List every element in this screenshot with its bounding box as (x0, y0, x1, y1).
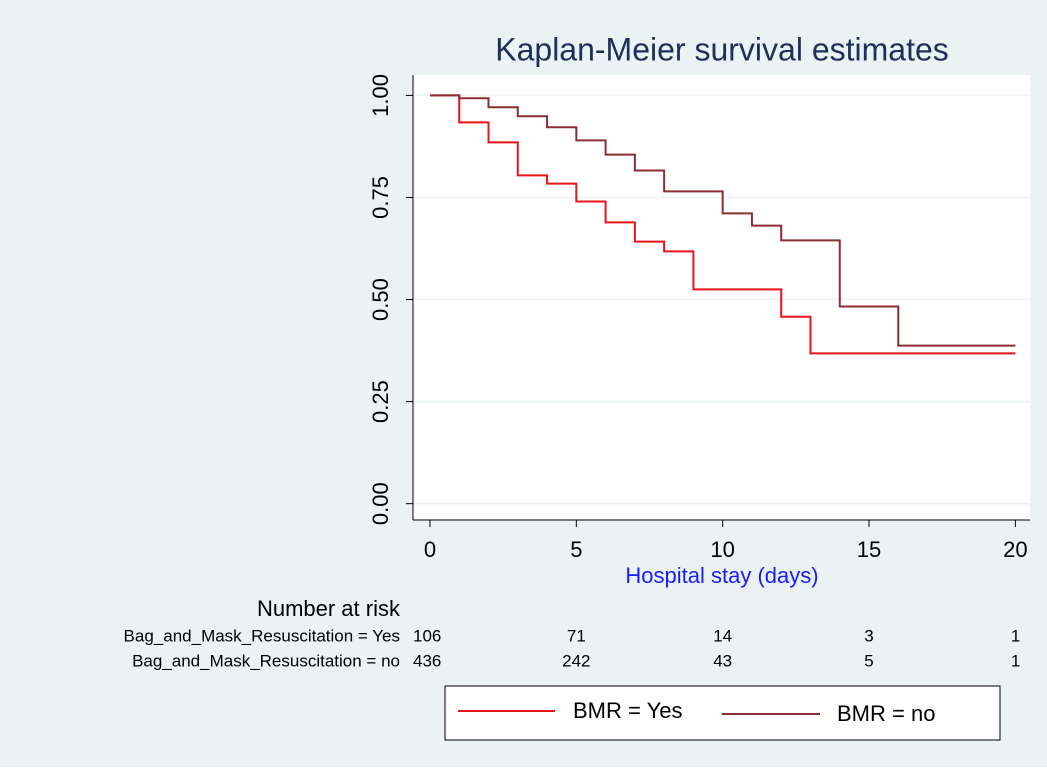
y-tick-label: 1.00 (368, 74, 393, 117)
legend-label: BMR = Yes (573, 698, 682, 723)
x-tick-label: 10 (710, 537, 734, 562)
risk-count: 71 (567, 626, 586, 645)
risk-count: 106 (413, 626, 441, 645)
y-tick-label: 0.25 (368, 380, 393, 423)
legend-label: BMR = no (837, 701, 935, 726)
survival-curve (429, 94, 1016, 347)
legend (444, 685, 1001, 741)
y-tick-label: 0.75 (368, 176, 393, 219)
x-tick-label: 0 (424, 537, 436, 562)
x-tick-label: 20 (1003, 537, 1027, 562)
x-axis-label: Hospital stay (days) (625, 563, 818, 588)
risk-count: 436 (413, 651, 441, 670)
y-tick-label: 0.00 (368, 482, 393, 525)
risk-count: 1 (1011, 651, 1020, 670)
risk-count: 3 (864, 626, 873, 645)
survival-curve (429, 94, 1016, 355)
x-tick-label: 5 (570, 537, 582, 562)
chart-title: Kaplan-Meier survival estimates (495, 31, 949, 67)
y-tick-label: 0.50 (368, 278, 393, 321)
x-tick-label: 15 (857, 537, 881, 562)
risk-count: 43 (713, 651, 732, 670)
risk-count: 242 (562, 651, 590, 670)
risk-table-title: Number at risk (257, 596, 401, 621)
risk-count: 14 (713, 626, 732, 645)
risk-row-label: Bag_and_Mask_Resuscitation = no (132, 651, 400, 670)
plot-area (413, 75, 1030, 520)
risk-count: 1 (1011, 626, 1020, 645)
risk-row-label: Bag_and_Mask_Resuscitation = Yes (124, 626, 400, 645)
risk-count: 5 (864, 651, 873, 670)
